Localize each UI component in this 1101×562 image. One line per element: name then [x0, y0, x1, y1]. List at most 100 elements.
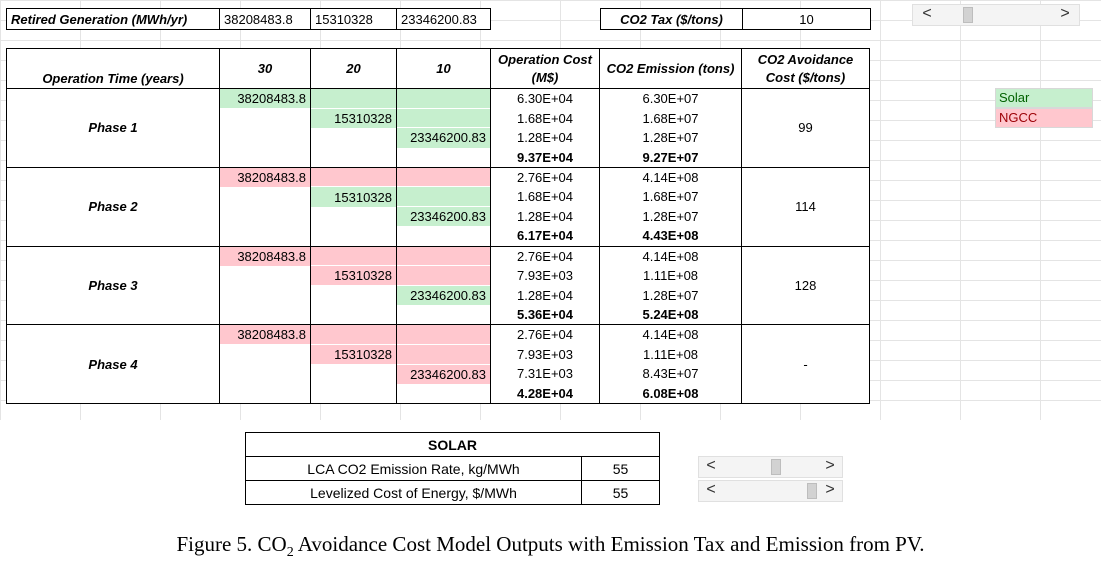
co2-emission-cell[interactable]: 1.68E+07	[599, 108, 742, 128]
cell-year-20[interactable]	[310, 226, 397, 247]
retired-value-30[interactable]: 38208483.8	[219, 8, 311, 30]
operation-cost-cell[interactable]: 1.28E+04	[490, 127, 600, 148]
operation-cost-total[interactable]: 5.36E+04	[490, 305, 600, 326]
cell-year-30[interactable]	[219, 108, 311, 128]
scroll-right-icon[interactable]: >	[825, 481, 835, 498]
cell-year-10[interactable]	[396, 343, 491, 365]
cell-year-30[interactable]	[219, 305, 311, 326]
operation-cost-cell[interactable]: 2.76E+04	[490, 245, 600, 266]
cell-year-20[interactable]	[310, 305, 397, 326]
co2-emission-cell[interactable]: 8.43E+07	[599, 364, 742, 384]
cell-year-30[interactable]	[219, 285, 311, 306]
avoidance-cost-cell[interactable]: 128	[741, 245, 870, 326]
co2-emission-total[interactable]: 9.27E+07	[599, 147, 742, 168]
co2-emission-cell[interactable]: 1.68E+07	[599, 186, 742, 207]
operation-cost-total[interactable]: 6.17E+04	[490, 226, 600, 247]
cell-year-20[interactable]	[310, 147, 397, 168]
cell-year-30[interactable]	[219, 265, 311, 286]
cell-year-30[interactable]	[219, 206, 311, 227]
operation-cost-cell[interactable]: 7.31E+03	[490, 364, 600, 384]
cell-year-30[interactable]	[219, 383, 311, 404]
cell-year-10[interactable]	[396, 147, 491, 168]
operation-cost-cell[interactable]: 7.93E+03	[490, 265, 600, 286]
lca-value[interactable]: 55	[581, 456, 660, 481]
cell-year-10[interactable]: 23346200.83	[396, 284, 491, 306]
cell-year-30[interactable]: 38208483.8	[219, 166, 311, 187]
operation-cost-cell[interactable]: 2.76E+04	[490, 324, 600, 345]
cell-year-30[interactable]	[219, 127, 311, 148]
operation-cost-cell[interactable]: 6.30E+04	[490, 88, 600, 109]
lcoe-scrollbar[interactable]: < >	[698, 480, 843, 502]
operation-cost-cell[interactable]: 1.68E+04	[490, 186, 600, 207]
cell-year-10[interactable]: 23346200.83	[396, 206, 491, 227]
retired-value-20[interactable]: 15310328	[310, 8, 397, 30]
avoidance-cost-cell[interactable]: 99	[741, 88, 870, 168]
operation-cost-cell[interactable]: 1.28E+04	[490, 206, 600, 227]
operation-cost-cell[interactable]: 7.93E+03	[490, 344, 600, 365]
co2-emission-cell[interactable]: 6.30E+07	[599, 88, 742, 109]
cell-year-10[interactable]	[396, 383, 491, 404]
operation-cost-total[interactable]: 9.37E+04	[490, 147, 600, 168]
scroll-right-icon[interactable]: >	[1060, 5, 1070, 22]
co2-emission-total[interactable]: 4.43E+08	[599, 226, 742, 247]
cell-year-30[interactable]	[219, 344, 311, 365]
scroll-thumb[interactable]	[807, 483, 817, 499]
operation-cost-cell[interactable]: 1.28E+04	[490, 285, 600, 306]
co2-emission-cell[interactable]: 1.28E+07	[599, 206, 742, 227]
cell-year-10[interactable]	[396, 166, 491, 187]
cell-year-10[interactable]: 23346200.83	[396, 127, 491, 148]
scroll-left-icon[interactable]: <	[922, 5, 932, 22]
cell-year-30[interactable]: 38208483.8	[219, 324, 311, 345]
cell-year-10[interactable]	[396, 245, 491, 266]
cell-year-20[interactable]	[310, 88, 397, 109]
scroll-left-icon[interactable]: <	[706, 457, 716, 474]
scroll-thumb[interactable]	[963, 7, 973, 23]
co2-emission-cell[interactable]: 1.28E+07	[599, 285, 742, 306]
lcoe-value[interactable]: 55	[581, 480, 660, 505]
cell-year-20[interactable]	[310, 245, 397, 266]
cell-year-30[interactable]	[219, 186, 311, 207]
operation-cost-total[interactable]: 4.28E+04	[490, 383, 600, 404]
retired-value-10[interactable]: 23346200.83	[396, 8, 491, 30]
cell-year-20[interactable]: 15310328	[310, 343, 397, 365]
operation-cost-cell[interactable]: 2.76E+04	[490, 166, 600, 187]
cell-year-20[interactable]	[310, 166, 397, 187]
cell-year-20[interactable]	[310, 285, 397, 306]
cell-year-20[interactable]: 15310328	[310, 186, 397, 207]
cell-year-10[interactable]	[396, 265, 491, 286]
cell-year-30[interactable]	[219, 147, 311, 168]
cell-year-20[interactable]	[310, 324, 397, 345]
co2-emission-total[interactable]: 5.24E+08	[599, 305, 742, 326]
cell-year-20[interactable]	[310, 383, 397, 404]
cell-year-10[interactable]	[396, 305, 491, 326]
scroll-right-icon[interactable]: >	[825, 457, 835, 474]
cell-year-10[interactable]	[396, 107, 491, 128]
cell-year-20[interactable]: 15310328	[310, 107, 397, 128]
co2-tax-value[interactable]: 10	[742, 8, 871, 30]
cell-year-20[interactable]: 15310328	[310, 265, 397, 286]
lca-scrollbar[interactable]: < >	[698, 456, 843, 478]
co2-emission-cell[interactable]: 1.11E+08	[599, 265, 742, 286]
scroll-left-icon[interactable]: <	[706, 481, 716, 498]
cell-year-30[interactable]	[219, 226, 311, 247]
cell-year-10[interactable]	[396, 88, 491, 109]
scroll-thumb[interactable]	[771, 459, 781, 475]
cell-year-30[interactable]: 38208483.8	[219, 245, 311, 266]
cell-year-10[interactable]	[396, 186, 491, 207]
cell-year-10[interactable]	[396, 324, 491, 345]
cell-year-30[interactable]	[219, 364, 311, 384]
co2-emission-total[interactable]: 6.08E+08	[599, 383, 742, 404]
co2-emission-cell[interactable]: 4.14E+08	[599, 166, 742, 187]
cell-year-30[interactable]: 38208483.8	[219, 88, 311, 109]
cell-year-10[interactable]: 23346200.83	[396, 363, 491, 384]
co2-emission-cell[interactable]: 1.11E+08	[599, 344, 742, 365]
avoidance-cost-cell[interactable]: 114	[741, 166, 870, 247]
cell-year-20[interactable]	[310, 127, 397, 148]
cell-year-10[interactable]	[396, 226, 491, 247]
co2-tax-scrollbar[interactable]: < >	[912, 4, 1080, 26]
co2-emission-cell[interactable]: 4.14E+08	[599, 324, 742, 345]
co2-emission-cell[interactable]: 4.14E+08	[599, 245, 742, 266]
cell-year-20[interactable]	[310, 206, 397, 227]
cell-year-20[interactable]	[310, 364, 397, 384]
operation-cost-cell[interactable]: 1.68E+04	[490, 108, 600, 128]
